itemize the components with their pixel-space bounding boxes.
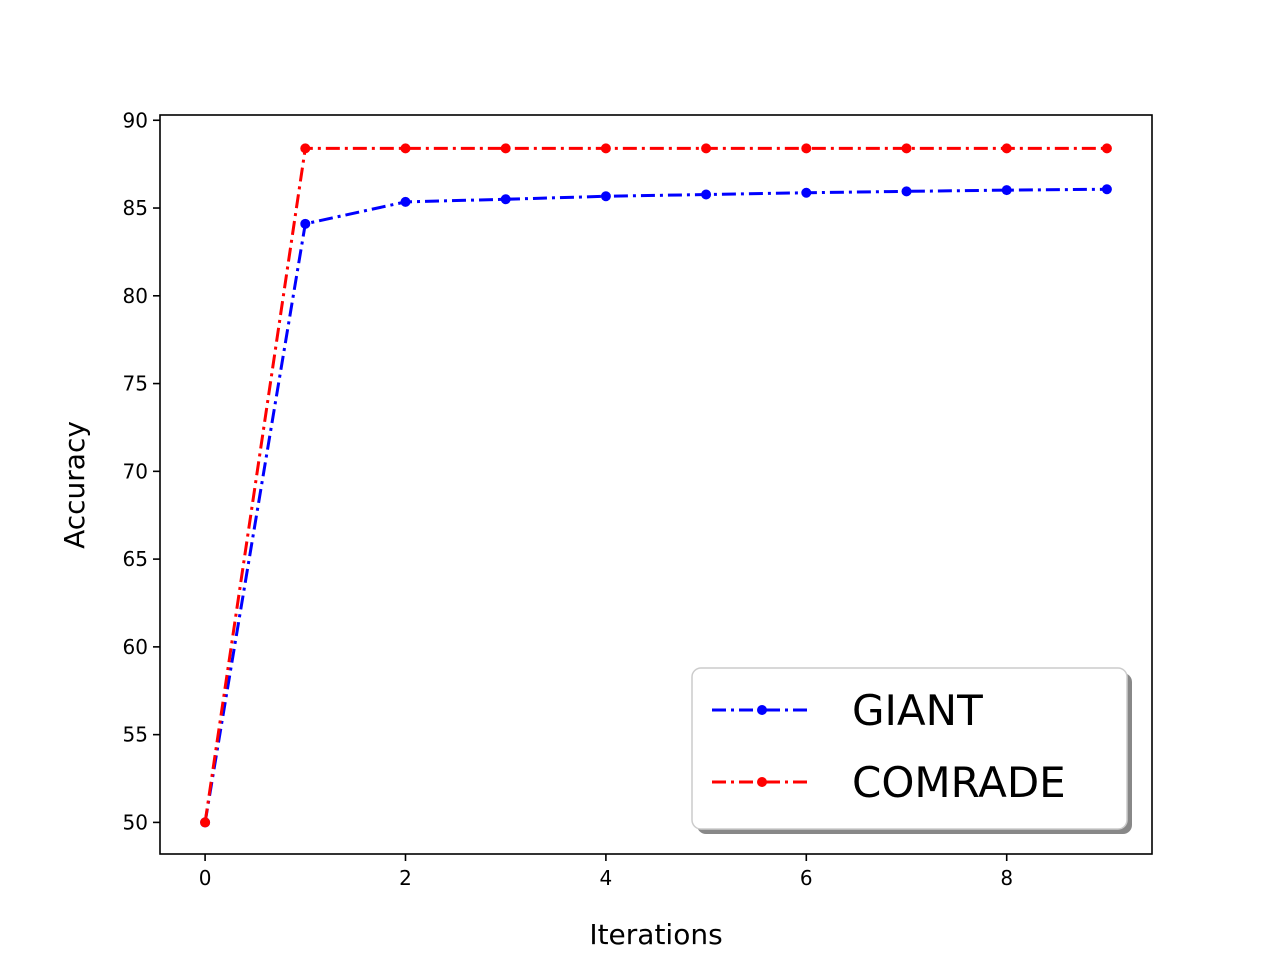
y-tick-label: 75 <box>123 372 148 396</box>
y-tick-label: 65 <box>123 547 148 571</box>
data-point-giant <box>1001 185 1012 196</box>
x-axis-ticks: 0 2 4 6 8 <box>199 854 1013 890</box>
legend-entries: GIANT COMRADE <box>712 686 1066 807</box>
data-point-comrade <box>1001 143 1012 154</box>
legend-box <box>691 667 1128 830</box>
x-tick-label: 4 <box>600 866 613 890</box>
legend-label-giant: GIANT <box>852 686 983 735</box>
y-tick-label: 70 <box>123 459 148 483</box>
legend-label-comrade: COMRADE <box>852 758 1066 807</box>
y-tick-label: 85 <box>123 196 148 220</box>
data-point-comrade <box>701 143 712 154</box>
data-point-giant <box>300 218 311 229</box>
data-point-giant <box>400 196 411 207</box>
data-point-comrade <box>901 143 912 154</box>
data-point-giant <box>701 189 712 200</box>
data-point-comrade <box>600 143 611 154</box>
data-point-comrade <box>200 817 211 828</box>
x-tick-label: 8 <box>1000 866 1013 890</box>
x-axis-label: Iterations <box>589 918 722 951</box>
data-point-comrade <box>500 143 511 154</box>
y-tick-label: 60 <box>123 635 148 659</box>
y-axis-ticks: 50 55 60 65 70 75 80 85 90 <box>123 108 160 834</box>
data-point-giant <box>801 187 812 198</box>
data-point-giant <box>500 194 511 205</box>
y-tick-label: 50 <box>123 810 148 834</box>
y-tick-label: 55 <box>123 723 148 747</box>
series-line-comrade <box>203 146 1107 823</box>
legend-marker-giant <box>757 705 767 715</box>
y-tick-label: 90 <box>123 108 148 132</box>
data-point-comrade <box>300 143 311 154</box>
series-layer <box>200 143 1112 828</box>
data-point-giant <box>600 191 611 202</box>
data-point-comrade <box>400 143 411 154</box>
y-tick-label: 80 <box>123 284 148 308</box>
x-tick-label: 2 <box>399 866 412 890</box>
y-axis-label: Accuracy <box>58 421 91 549</box>
series-line-giant <box>203 187 1107 823</box>
x-tick-label: 6 <box>800 866 813 890</box>
data-point-giant <box>901 186 912 197</box>
x-tick-label: 0 <box>199 866 212 890</box>
data-point-comrade <box>1101 143 1112 154</box>
legend: GIANT COMRADE <box>691 667 1132 834</box>
legend-marker-comrade <box>757 777 767 787</box>
data-point-giant <box>1101 184 1112 195</box>
data-point-comrade <box>801 143 812 154</box>
plot-frame <box>159 114 1153 855</box>
